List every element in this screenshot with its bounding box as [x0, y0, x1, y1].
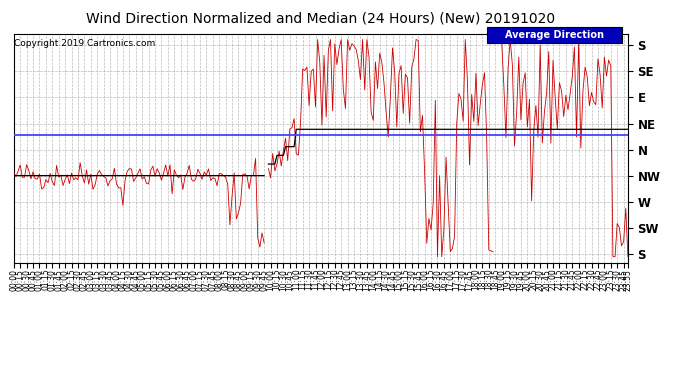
Text: Copyright 2019 Cartronics.com: Copyright 2019 Cartronics.com — [14, 39, 155, 48]
Title: Wind Direction Normalized and Median (24 Hours) (New) 20191020: Wind Direction Normalized and Median (24… — [86, 12, 555, 26]
